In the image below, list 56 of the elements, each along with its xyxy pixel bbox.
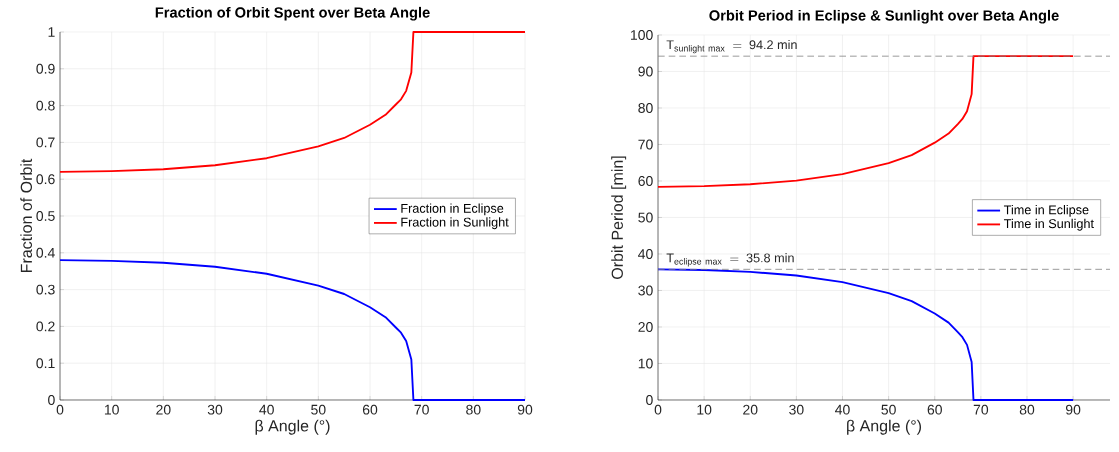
- y-tick-label: 70: [638, 139, 653, 150]
- x-tick-label: 20: [156, 404, 171, 415]
- y-tick-label: 40: [638, 249, 653, 259]
- y-tick-label: 60: [638, 176, 653, 186]
- y-tick-label: 0.6: [36, 174, 55, 185]
- x-tick-label: 30: [207, 404, 223, 415]
- legend-label: Fraction in Sunlight: [401, 217, 509, 230]
- y-tick-label: 0: [48, 395, 55, 405]
- line-series: [59, 31, 526, 173]
- legend-label: Time in Sunlight: [1003, 218, 1094, 231]
- x-tick-label: 80: [466, 404, 481, 415]
- y-tick-label: 30: [638, 285, 653, 296]
- y-tick-label: 90: [638, 66, 653, 77]
- legend-label: Time in Eclipse: [1003, 204, 1089, 217]
- y-tick-label: 0.2: [36, 321, 55, 332]
- x-tick-label: 70: [973, 404, 989, 415]
- y-axis-title: Fraction of Orbit: [20, 158, 33, 273]
- legend-label: Fraction in Eclipse: [401, 203, 504, 216]
- x-tick-label: 70: [414, 404, 429, 415]
- y-axis-title: Orbit Period [min]: [611, 156, 627, 279]
- x-tick-label: 90: [517, 404, 533, 415]
- y-tick-label: 0.4: [36, 247, 55, 258]
- x-tick-label: 10: [697, 404, 712, 415]
- x-tick-label: 50: [311, 404, 326, 415]
- y-tick-label: 0.8: [36, 100, 55, 111]
- y-tick-label: 0: [646, 395, 653, 405]
- y-tick-label: 0.5: [36, 211, 55, 221]
- x-tick-label: 20: [743, 404, 758, 415]
- x-axis-title: β Angle (°): [255, 419, 330, 435]
- ref-line-label: $\mathrm{T_{sunlight\ max}\ =\ 94.2\ min}$: [666, 39, 797, 54]
- x-tick-label: 60: [927, 404, 942, 415]
- y-tick-label: 20: [638, 322, 653, 332]
- x-tick-label: 40: [835, 404, 850, 415]
- x-tick-label: 0: [56, 404, 64, 415]
- x-tick-label: 50: [881, 404, 896, 415]
- y-tick-label: 0.7: [36, 137, 55, 148]
- chart-title: Fraction of Orbit Spent over Beta Angle: [155, 6, 430, 21]
- y-tick-label: 50: [638, 212, 653, 223]
- x-tick-label: 30: [789, 404, 804, 415]
- y-tick-label: 0.3: [36, 284, 55, 295]
- y-tick-label: 0.1: [36, 358, 55, 369]
- x-tick-label: 90: [1065, 404, 1081, 415]
- x-axis-title: β Angle (°): [847, 419, 922, 435]
- x-tick-label: 0: [654, 404, 662, 415]
- y-tick-label: 100: [631, 30, 653, 40]
- x-tick-label: 60: [362, 404, 378, 415]
- y-tick-label: 80: [638, 103, 653, 113]
- y-tick-label: 0.9: [36, 63, 55, 74]
- x-tick-label: 10: [104, 404, 119, 415]
- x-tick-label: 40: [259, 404, 274, 415]
- y-tick-label: 10: [638, 358, 653, 369]
- chart-title: Orbit Period in Eclipse & Sunlight over Beta Angle: [709, 9, 1059, 24]
- y-tick-label: 1: [48, 27, 55, 37]
- x-tick-label: 80: [1019, 404, 1035, 415]
- line-series: [657, 55, 1075, 188]
- ref-line-label: $\mathrm{T_{eclipse\ max}\ =\ 35.8\ min}$: [666, 253, 794, 267]
